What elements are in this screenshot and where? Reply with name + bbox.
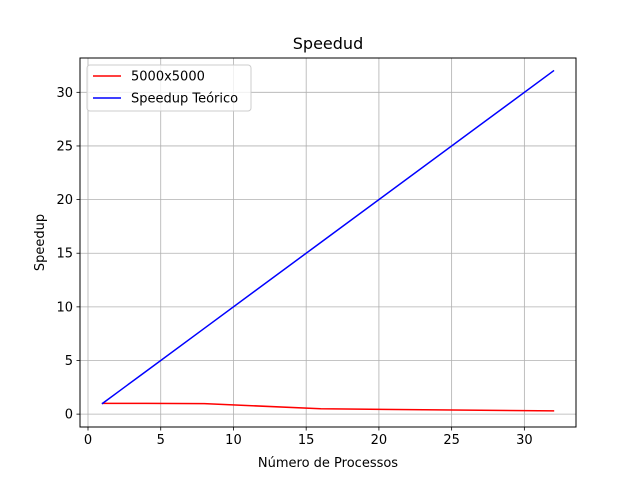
legend-label-5000x5000: 5000x5000 — [131, 70, 205, 85]
y-tick-label: 30 — [56, 86, 73, 101]
legend: 5000x5000 Speedup Teórico — [86, 64, 252, 112]
y-tick-label: 10 — [56, 300, 73, 315]
y-tick-label: 25 — [56, 139, 73, 154]
y-tick-label: 0 — [65, 408, 73, 423]
legend-box — [86, 64, 252, 112]
grid — [80, 58, 576, 427]
legend-label-speedup-teorico: Speedup Teórico — [131, 92, 238, 107]
x-tick-label: 5 — [157, 433, 165, 448]
x-tick-label: 15 — [298, 433, 315, 448]
plot-frame — [79, 57, 577, 428]
x-tick-label: 25 — [443, 433, 460, 448]
x-tick-label: 30 — [516, 433, 533, 448]
y-axis-label: Speedup — [33, 214, 48, 271]
axis-ticks: 0 5 10 15 20 25 30 0 5 10 15 20 25 30 — [56, 86, 532, 448]
x-tick-label: 0 — [84, 433, 92, 448]
y-tick-label: 20 — [56, 193, 73, 208]
chart-title: Speedud — [293, 34, 363, 53]
x-tick-label: 20 — [371, 433, 388, 448]
y-tick-label: 5 — [65, 354, 73, 369]
series-line-5000x5000 — [101, 402, 555, 412]
x-tick-label: 10 — [225, 433, 242, 448]
x-axis-label: Número de Processos — [258, 456, 398, 471]
y-tick-label: 15 — [56, 247, 73, 262]
series-lines — [101, 69, 555, 412]
series-line-speedup-teorico — [101, 69, 555, 405]
